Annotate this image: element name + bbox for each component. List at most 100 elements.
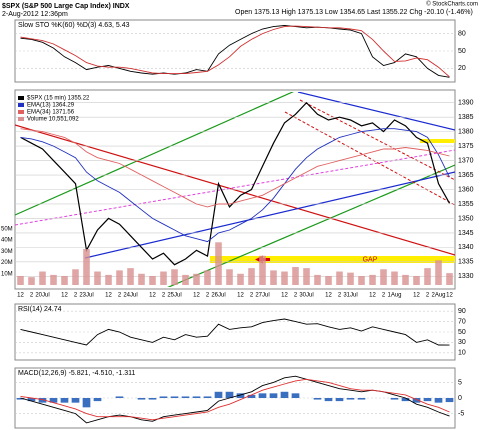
y-tick-label: -5 [458, 410, 464, 417]
legend-swatch [18, 110, 24, 114]
y-tick-label: 1370 [458, 157, 474, 164]
volume-bar [281, 271, 288, 285]
volume-bar [292, 267, 299, 285]
x-tick-label: 2 [206, 293, 210, 299]
volume-bar [28, 277, 35, 285]
volume-bar [314, 274, 321, 285]
histogram-bar [60, 398, 69, 403]
y-tick-label: 40M [1, 238, 13, 244]
y-tick-label: 1375 [458, 143, 474, 150]
y-tick-label: 1345 [458, 230, 474, 237]
x-tick-label: 2 [162, 293, 166, 299]
volume-bar [160, 271, 167, 285]
trend-line [15, 92, 295, 216]
header-date: 2-Aug-2012 12:36pm [2, 11, 68, 18]
volume-bar [380, 269, 387, 285]
x-tick-label: 2Aug [431, 293, 445, 299]
histogram-bar [93, 398, 102, 402]
volume-bar [61, 276, 68, 285]
histogram-bar [225, 391, 234, 398]
x-tick-label: 12 [149, 293, 156, 299]
trend-line [284, 111, 455, 206]
x-tick-label: 12 [413, 293, 420, 299]
y-tick-label: 50 [458, 48, 466, 55]
y-tick-label: 1360 [458, 186, 474, 193]
trend-line [15, 149, 455, 226]
y-tick-label: 90 [458, 308, 466, 315]
volume-bar [424, 268, 431, 285]
x-tick-label: 23Jul [79, 293, 93, 299]
x-tick-label: 12 [325, 293, 332, 299]
volume-bar [182, 274, 189, 285]
level-band [420, 139, 455, 143]
histogram-bar [346, 398, 355, 400]
histogram-bar [38, 398, 47, 403]
x-tick-label: 2 [30, 293, 34, 299]
header-title: $SPX (S&P 500 Large Cap Index) INDX [2, 3, 130, 10]
legend-swatch [18, 117, 24, 121]
y-tick-label: 10M [1, 271, 13, 277]
volume-bar [83, 249, 90, 285]
volume-bar [347, 272, 354, 285]
gap-arrow [262, 258, 270, 261]
histogram-bar [269, 393, 278, 398]
x-tick-label: 2 [118, 293, 122, 299]
header-credit: © StockCharts.com [426, 1, 478, 8]
histogram-bar [445, 398, 454, 403]
x-tick-label: 12 [446, 293, 453, 299]
histogram-bar [49, 398, 58, 403]
x-tick-label: 30Jul [299, 293, 313, 299]
y-tick-label: 1335 [458, 259, 474, 266]
legend-label: EMA(13) 1364.29 [27, 103, 75, 109]
histogram-bar [115, 396, 124, 398]
volume-bar [171, 269, 178, 285]
trend-line [167, 164, 455, 287]
series-line [20, 101, 451, 266]
series-line [20, 318, 450, 346]
legend-label: EMA(34) 1371.56 [27, 110, 75, 116]
x-tick-label: 2 [426, 293, 430, 299]
volume-bar [325, 276, 332, 285]
y-tick-label: 70 [458, 318, 466, 325]
x-tick-label: 2 [294, 293, 298, 299]
volume-bar [50, 274, 57, 285]
histogram-bar [148, 398, 157, 400]
histogram-bar [258, 393, 267, 398]
volume-bar [259, 255, 266, 285]
y-tick-label: 30M [1, 249, 13, 255]
legend-label: Volume 10,551,092 [27, 117, 79, 123]
volume-bar [127, 268, 134, 285]
histogram-bar [423, 398, 432, 402]
volume-bar [17, 276, 24, 285]
trend-lines [15, 92, 455, 287]
volume-bar [402, 274, 409, 285]
y-tick-label: 1355 [458, 201, 474, 208]
volume-bar [391, 271, 398, 285]
volume-bar [215, 242, 222, 285]
histogram-bar [16, 398, 25, 400]
volume-bar [226, 269, 233, 285]
gap-label: GAP [363, 256, 378, 263]
volume-bar [149, 276, 156, 285]
volume-bar [138, 273, 145, 285]
histogram-bar [357, 398, 366, 400]
legend-swatch [18, 96, 24, 100]
x-tick-label: 26Jul [211, 293, 225, 299]
histogram-bar [71, 398, 80, 403]
histogram-bar [236, 393, 245, 398]
trend-line [297, 92, 455, 131]
y-tick-label: 1350 [458, 215, 474, 222]
histogram-bar [390, 398, 399, 400]
volume-bar [105, 274, 112, 285]
y-tick-label: 50 [458, 329, 466, 336]
y-tick-label: 50M [1, 226, 13, 232]
volume-bar [369, 274, 376, 285]
x-tick-label: 2 [74, 293, 78, 299]
series-line [20, 378, 450, 421]
y-tick-label: 1365 [458, 172, 474, 179]
panel-title: MACD(12,26,9) -5.821, -4.510, -1.311 [18, 370, 135, 377]
y-tick-label: 10 [458, 350, 466, 357]
y-tick-label: 20M [1, 260, 13, 266]
y-tick-label: 1385 [458, 114, 474, 121]
